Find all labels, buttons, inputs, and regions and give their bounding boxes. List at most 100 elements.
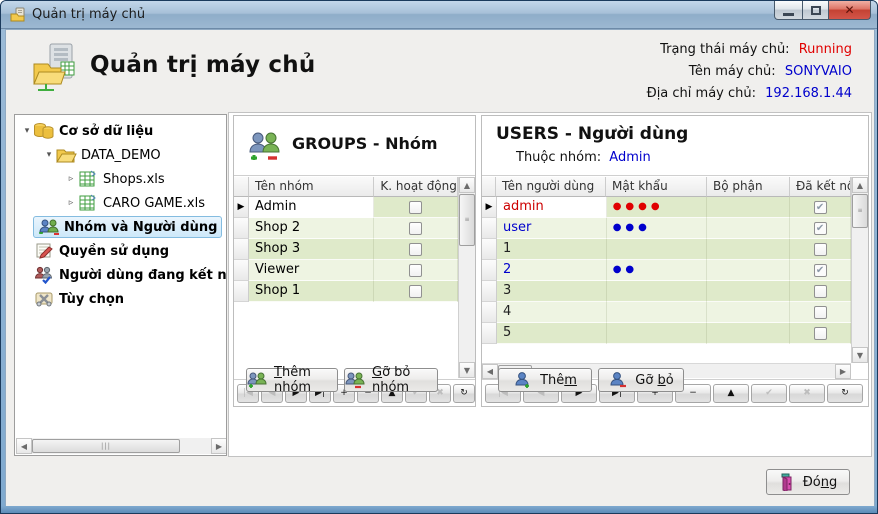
scroll-up-icon[interactable]: ▲	[852, 177, 868, 193]
group-name-cell[interactable]: Admin	[249, 197, 375, 218]
checkbox-icon[interactable]: ✔	[409, 200, 423, 214]
tree-horizontal-scrollbar[interactable]: ◀ ||| ▶	[16, 438, 226, 454]
add-user-button[interactable]: Thêm	[498, 368, 592, 392]
scrollbar-thumb[interactable]: ≡	[852, 194, 868, 228]
user-name-cell[interactable]: admin	[497, 197, 607, 218]
tree-item-groups-users[interactable]: Nhóm và Người dùng	[15, 215, 226, 239]
user-row[interactable]: 2 ●● ✔	[482, 260, 851, 281]
dept-cell[interactable]	[707, 323, 791, 344]
group-row[interactable]: Shop 3 ✔	[234, 239, 458, 260]
user-name-cell[interactable]: 3	[497, 281, 607, 302]
tree-item-connected-users[interactable]: Người dùng đang kết nối	[15, 263, 226, 287]
inactive-cell[interactable]: ✔	[374, 197, 458, 218]
group-name-cell[interactable]: Viewer	[249, 260, 375, 281]
group-name-cell[interactable]: Shop 2	[249, 218, 375, 239]
dept-cell[interactable]	[707, 197, 791, 218]
expander-icon[interactable]: ▹	[68, 174, 74, 184]
user-row[interactable]: ▶ admin ●●●● ✔	[482, 197, 851, 218]
user-name-cell[interactable]: 4	[497, 302, 607, 323]
title-bar[interactable]: Quản trị máy chủ ✕	[1, 1, 877, 29]
user-row[interactable]: 4 ✔	[482, 302, 851, 323]
checkbox-icon[interactable]: ✔	[409, 221, 423, 235]
user-name-cell[interactable]: 1	[497, 239, 607, 260]
inactive-cell[interactable]: ✔	[374, 218, 458, 239]
nav-cancel-button[interactable]: ✖	[789, 383, 825, 403]
column-header-inactive[interactable]: K. hoạt động	[374, 177, 458, 197]
expander-icon[interactable]: ▾	[24, 126, 30, 136]
groups-vertical-scrollbar[interactable]: ▲ ≡ ▼	[458, 177, 475, 378]
password-cell[interactable]: ●●	[606, 260, 708, 281]
close-form-button[interactable]: Đóng	[766, 469, 850, 495]
checkbox-icon[interactable]: ✔	[409, 242, 423, 256]
nav-refresh-button[interactable]: ↻	[453, 383, 475, 403]
server-state-value: Running	[798, 42, 852, 57]
column-header-password[interactable]: Mật khẩu	[606, 177, 707, 197]
checkbox-icon: ✔	[813, 221, 827, 235]
server-status-block: Trạng thái máy chủ: Running Tên máy chủ:…	[647, 42, 852, 108]
group-row[interactable]: Shop 1 ✔	[234, 281, 458, 302]
nav-refresh-button[interactable]: ↻	[827, 383, 863, 403]
column-header-dept[interactable]: Bộ phận	[707, 177, 790, 197]
group-row[interactable]: ▶ Admin ✔	[234, 197, 458, 218]
tree-item-options[interactable]: Tùy chọn	[15, 287, 226, 311]
remove-user-button[interactable]: Gỡ bỏ	[598, 368, 684, 392]
inactive-cell[interactable]: ✔	[374, 260, 458, 281]
users-vertical-scrollbar[interactable]: ▲ ≡ ▼	[851, 177, 868, 363]
tree-item-permissions[interactable]: Quyền sử dụng	[15, 239, 226, 263]
groups-grid[interactable]: Tên nhóm K. hoạt động ▶ Admin ✔ Shop 2 ✔	[234, 177, 458, 378]
tree-item-caro-game-xls[interactable]: ▹ CARO GAME.xls	[15, 191, 226, 215]
tree-item-shops-xls[interactable]: ▹ Shops.xls	[15, 167, 226, 191]
user-row[interactable]: 3 ✔	[482, 281, 851, 302]
users-grid[interactable]: Tên người dùng Mật khẩu Bộ phận Đã kết n…	[482, 177, 851, 363]
dept-cell[interactable]	[707, 260, 791, 281]
inactive-cell[interactable]: ✔	[374, 239, 458, 260]
user-row[interactable]: 1 ✔	[482, 239, 851, 260]
checkbox-icon[interactable]: ✔	[409, 284, 423, 298]
scroll-down-icon[interactable]: ▼	[852, 347, 868, 363]
password-cell[interactable]	[606, 302, 708, 323]
tree-item-database[interactable]: ▾ Cơ sở dữ liệu	[15, 119, 226, 143]
minimize-button[interactable]	[774, 1, 803, 20]
inactive-cell[interactable]: ✔	[374, 281, 458, 302]
group-name-cell[interactable]: Shop 3	[249, 239, 375, 260]
group-name-cell[interactable]: Shop 1	[249, 281, 375, 302]
nav-delete-button[interactable]: −	[675, 383, 711, 403]
scrollbar-thumb[interactable]: ≡	[459, 194, 475, 246]
dept-cell[interactable]	[707, 281, 791, 302]
scroll-down-icon[interactable]: ▼	[459, 362, 475, 378]
tree-item-data-demo[interactable]: ▾ DATA_DEMO	[15, 143, 226, 167]
checkbox-icon[interactable]: ✔	[409, 263, 423, 277]
column-header-user-name[interactable]: Tên người dùng	[496, 177, 606, 197]
scroll-right-icon[interactable]: ▶	[835, 363, 851, 379]
dept-cell[interactable]	[707, 218, 791, 239]
user-name-cell[interactable]: 5	[497, 323, 607, 344]
scrollbar-thumb[interactable]: |||	[32, 439, 180, 453]
password-cell[interactable]	[606, 281, 708, 302]
user-row[interactable]: user ●●● ✔	[482, 218, 851, 239]
remove-group-button[interactable]: Gỡ bỏ nhóm	[344, 365, 438, 395]
group-row[interactable]: Viewer ✔	[234, 260, 458, 281]
maximize-button[interactable]	[803, 1, 829, 20]
close-button[interactable]: ✕	[829, 1, 871, 20]
expander-icon[interactable]: ▾	[46, 150, 52, 160]
password-cell[interactable]: ●●●●	[606, 197, 708, 218]
user-row[interactable]: 5 ✔	[482, 323, 851, 344]
column-header-group-name[interactable]: Tên nhóm	[248, 177, 375, 197]
dept-cell[interactable]	[707, 302, 791, 323]
scroll-up-icon[interactable]: ▲	[459, 177, 475, 193]
nav-edit-button[interactable]: ▲	[713, 383, 749, 403]
password-cell[interactable]	[606, 323, 708, 344]
nav-post-button[interactable]: ✔	[751, 383, 787, 403]
group-row[interactable]: Shop 2 ✔	[234, 218, 458, 239]
column-header-connected[interactable]: Đã kết nối	[790, 177, 851, 197]
password-cell[interactable]	[606, 239, 708, 260]
password-cell[interactable]: ●●●	[606, 218, 708, 239]
scroll-left-icon[interactable]: ◀	[16, 438, 32, 454]
user-name-cell[interactable]: 2	[497, 260, 607, 281]
dept-cell[interactable]	[707, 239, 791, 260]
user-name-cell[interactable]: user	[497, 218, 607, 239]
scroll-right-icon[interactable]: ▶	[211, 438, 226, 454]
expander-icon[interactable]: ▹	[68, 198, 74, 208]
scroll-left-icon[interactable]: ◀	[482, 363, 498, 379]
add-group-button[interactable]: Thêm nhóm	[246, 365, 338, 395]
